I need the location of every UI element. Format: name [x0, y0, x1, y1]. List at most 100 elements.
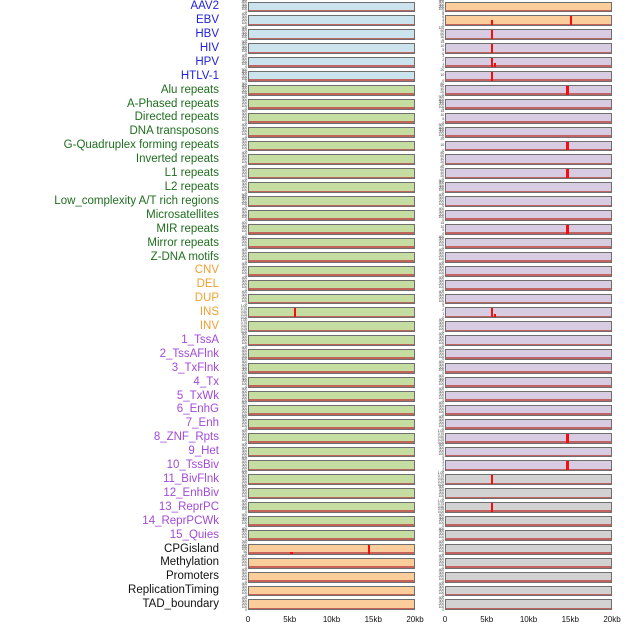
track-panel-right[interactable]: [445, 84, 612, 96]
track-label-2-tssaflnk[interactable]: 2_TssAFlnk: [159, 347, 219, 360]
track-panel-left[interactable]: [248, 543, 415, 555]
track-label-10-tssbiv[interactable]: 10_TssBiv: [166, 459, 219, 472]
track-panel-right[interactable]: [445, 29, 612, 41]
track-panel-right[interactable]: [445, 57, 612, 69]
track-label-inverted-repeats[interactable]: Inverted repeats: [135, 153, 219, 166]
track-label-hpv[interactable]: HPV: [195, 55, 219, 68]
track-panel-right[interactable]: [445, 432, 612, 444]
track-panel-left[interactable]: [248, 140, 415, 152]
track-panel-right[interactable]: [445, 390, 612, 402]
track-panel-left[interactable]: [248, 571, 415, 583]
track-panel-left[interactable]: [248, 599, 415, 611]
track-panel-right[interactable]: [445, 543, 612, 555]
track-panel-right[interactable]: [445, 154, 612, 166]
track-panel-left[interactable]: [248, 502, 415, 514]
track-panel-right[interactable]: [445, 349, 612, 361]
track-label-5-txwk[interactable]: 5_TxWk: [176, 389, 219, 402]
track-panel-right[interactable]: [445, 293, 612, 305]
track-label-g-quadruplex-forming-repeats[interactable]: G-Quadruplex forming repeats: [63, 139, 219, 152]
track-panel-right[interactable]: [445, 307, 612, 319]
track-panel-right[interactable]: [445, 335, 612, 347]
track-label-11-bivflnk[interactable]: 11_BivFlnk: [162, 473, 219, 486]
track-panel-left[interactable]: [248, 404, 415, 416]
track-panel-right[interactable]: [445, 363, 612, 374]
track-panel-left[interactable]: [248, 279, 415, 291]
track-label-cnv[interactable]: CNV: [194, 264, 219, 277]
track-label-ebv[interactable]: EBV: [195, 14, 219, 27]
track-panel-left[interactable]: [248, 126, 415, 138]
track-label-inv[interactable]: INV: [199, 320, 219, 333]
track-panel-left[interactable]: [248, 29, 415, 41]
track-panel-left[interactable]: [248, 321, 415, 333]
track-panel-right[interactable]: [445, 446, 612, 458]
track-panel-left[interactable]: [248, 154, 415, 166]
track-panel-left[interactable]: [248, 251, 415, 263]
track-label-htlv-1[interactable]: HTLV-1: [180, 69, 219, 82]
track-panel-left[interactable]: [248, 182, 415, 194]
track-label-3-txflnk[interactable]: 3_TxFlnk: [171, 361, 219, 374]
track-panel-left[interactable]: [248, 71, 415, 82]
track-panel-left[interactable]: [248, 516, 415, 527]
track-panel-right[interactable]: [445, 474, 612, 486]
track-panel-right[interactable]: [445, 488, 612, 500]
track-panel-right[interactable]: [445, 502, 612, 514]
track-panel-left[interactable]: [248, 418, 415, 430]
track-panel-left[interactable]: [248, 335, 415, 347]
track-label-mir-repeats[interactable]: MIR repeats: [156, 222, 219, 235]
track-label-methylation[interactable]: Methylation: [160, 556, 219, 569]
track-panel-left[interactable]: [248, 363, 415, 374]
track-panel-right[interactable]: [445, 321, 612, 333]
track-label-l2-repeats[interactable]: L2 repeats: [164, 180, 219, 193]
track-label-9-het[interactable]: 9_Het: [188, 445, 219, 458]
track-panel-right[interactable]: [445, 516, 612, 527]
track-panel-right[interactable]: [445, 112, 612, 124]
track-panel-left[interactable]: [248, 460, 415, 472]
track-panel-right[interactable]: [445, 237, 612, 249]
track-label-12-enhbiv[interactable]: 12_EnhBiv: [163, 486, 219, 499]
track-panel-right[interactable]: [445, 224, 612, 235]
track-label-14-reprpcwk[interactable]: 14_ReprPCWk: [142, 514, 219, 527]
track-label-l1-repeats[interactable]: L1 repeats: [164, 167, 219, 180]
track-panel-right[interactable]: [445, 15, 612, 27]
track-label-del[interactable]: DEL: [196, 278, 219, 291]
track-panel-left[interactable]: [248, 1, 415, 13]
track-label-cpgisland[interactable]: CPGisland: [164, 542, 219, 555]
track-label-1-tssa[interactable]: 1_TssA: [181, 333, 219, 346]
track-panel-right[interactable]: [445, 404, 612, 416]
track-label-6-enhg[interactable]: 6_EnhG: [176, 403, 219, 416]
track-panel-right[interactable]: [445, 43, 612, 55]
track-label-hiv[interactable]: HIV: [199, 41, 219, 54]
track-label-replicationtiming[interactable]: ReplicationTiming: [128, 584, 219, 597]
track-panel-left[interactable]: [248, 349, 415, 361]
track-panel-right[interactable]: [445, 1, 612, 13]
track-panel-right[interactable]: [445, 210, 612, 221]
track-label-z-dna-motifs[interactable]: Z-DNA motifs: [150, 250, 219, 263]
track-panel-left[interactable]: [248, 488, 415, 500]
track-panel-right[interactable]: [445, 529, 612, 541]
track-label-dup[interactable]: DUP: [194, 292, 219, 305]
track-panel-right[interactable]: [445, 140, 612, 152]
track-panel-left[interactable]: [248, 474, 415, 486]
track-panel-left[interactable]: [248, 307, 415, 319]
track-panel-left[interactable]: [248, 84, 415, 96]
track-label-low-complexity-a-t-rich-regions[interactable]: Low_complexity A/T rich regions: [54, 194, 219, 207]
track-label-4-tx[interactable]: 4_Tx: [193, 375, 219, 388]
track-panel-left[interactable]: [248, 585, 415, 597]
track-label-13-reprpc[interactable]: 13_ReprPC: [158, 500, 219, 513]
track-panel-left[interactable]: [248, 265, 415, 277]
track-label-directed-repeats[interactable]: Directed repeats: [134, 111, 219, 124]
track-panel-right[interactable]: [445, 557, 612, 569]
track-panel-left[interactable]: [248, 43, 415, 55]
track-panel-right[interactable]: [445, 71, 612, 82]
track-label-15-quies[interactable]: 15_Quies: [169, 528, 219, 541]
track-panel-left[interactable]: [248, 57, 415, 69]
track-panel-right[interactable]: [445, 126, 612, 138]
track-label-alu-repeats[interactable]: Alu repeats: [160, 83, 219, 96]
track-panel-right[interactable]: [445, 251, 612, 263]
track-label-hbv[interactable]: HBV: [195, 28, 219, 41]
track-panel-left[interactable]: [248, 98, 415, 110]
track-panel-right[interactable]: [445, 98, 612, 110]
track-label-8-znf-rpts[interactable]: 8_ZNF_Rpts: [153, 431, 219, 444]
track-panel-right[interactable]: [445, 460, 612, 472]
track-panel-right[interactable]: [445, 168, 612, 180]
